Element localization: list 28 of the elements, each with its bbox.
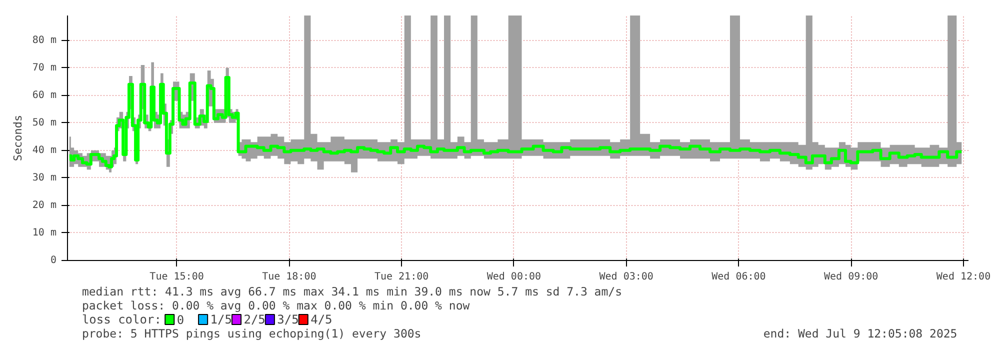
x-tick-label: Wed 09:00 (824, 272, 878, 282)
y-tick-label: 0 (50, 255, 57, 266)
text: median rtt: 41.3 ms avg 66.7 ms max 34.1 ms min 39.0 ms now 5.7 ms sd 7.3 am/s (82, 284, 622, 298)
x-tick-label: Wed 00:00 (486, 272, 542, 282)
y-tick-label: 30 m (32, 172, 57, 184)
y-tick-label: 70 m (32, 62, 57, 74)
y-tick-label: 10 m (32, 227, 57, 238)
legend-label: 3/5 (277, 312, 299, 326)
x-tick-label: Wed 03:00 (599, 272, 654, 282)
x-tick-label: Tue 21:00 (374, 272, 429, 282)
legend-label: 4/5 (310, 312, 332, 326)
text: probe: 5 HTTPS pings using echoping(1) every 300s (82, 326, 422, 340)
legend-label: 0 (176, 313, 184, 327)
y-tick-label: 20 m (32, 200, 57, 211)
legend-label: 2/5 (244, 312, 266, 326)
y-tick-label: 80 m (32, 34, 57, 46)
x-tick-label: Tue 15:00 (150, 272, 204, 282)
x-tick-label: Wed 12:00 (936, 272, 991, 282)
y-axis-title: Seconds (11, 114, 24, 162)
y-tick-label: 40 m (32, 144, 57, 156)
y-tick-label: 60 m (32, 90, 57, 101)
x-tick-label: Wed 06:00 (712, 272, 766, 282)
legend-label: 1/5 (210, 312, 232, 326)
x-tick-label: Tue 18:00 (262, 272, 316, 282)
legend-title: loss color: (82, 312, 162, 326)
text: packet loss: 0.00 % avg 0.00 % max 0.00 % min 0.00 % now (82, 298, 470, 312)
text: end: Wed Jul 9 12:05:08 2025 (763, 326, 958, 340)
y-tick-label: 50 m (32, 117, 57, 128)
